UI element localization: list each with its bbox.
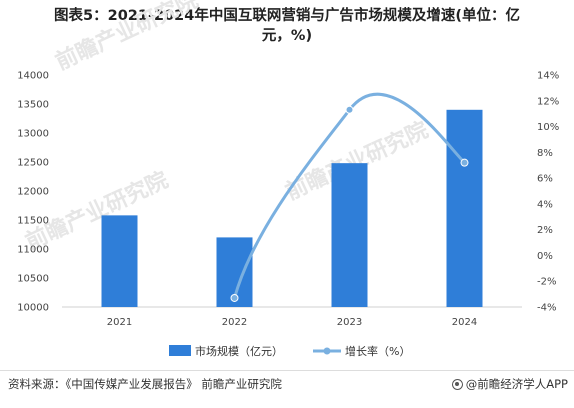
x-tick-label: 2022 xyxy=(222,317,247,328)
x-tick-label: 2024 xyxy=(452,317,477,328)
y-left-tick-label: 11000 xyxy=(17,245,49,256)
y-right-tick-label: 14% xyxy=(537,71,559,82)
y-left-tick-label: 12500 xyxy=(17,158,49,169)
bar xyxy=(331,163,368,307)
y-right-tick-label: -2% xyxy=(537,277,556,288)
y-left-tick-label: 13000 xyxy=(17,129,49,140)
chart-title: 图表5：2021-2024年中国互联网营销与广告市场规模及增速(单位：亿 元，%… xyxy=(0,6,574,46)
brand-credit: @前瞻经济学人APP xyxy=(451,376,568,392)
brand-logo-icon xyxy=(451,378,463,390)
chart-legend: 市场规模（亿元） 增长率（%） xyxy=(169,344,410,358)
source-note: 资料来源：《中国传媒产业发展报告》 前瞻产业研究院 xyxy=(8,377,282,391)
y-right-tick-label: 4% xyxy=(537,199,553,210)
chart-title-line-1: 图表5：2021-2024年中国互联网营销与广告市场规模及增速(单位：亿 xyxy=(54,8,520,24)
growth-rate-point xyxy=(460,158,469,167)
chart-title-line-2: 元，%) xyxy=(261,28,313,44)
x-tick-label: 2023 xyxy=(337,317,362,328)
y-right-tick-label: 0% xyxy=(537,251,553,262)
legend-swatch-marker xyxy=(323,347,331,355)
bar xyxy=(446,109,483,307)
legend-label-growth-rate: 增长率（%） xyxy=(345,344,410,358)
y-right-tick-label: 2% xyxy=(537,225,553,236)
y-left-tick-label: 14000 xyxy=(17,71,49,82)
y-right-tick-label: 6% xyxy=(537,174,553,185)
legend-label-market-size: 市场规模（亿元） xyxy=(195,344,283,358)
y-left-tick-label: 10000 xyxy=(17,303,49,314)
footer-divider xyxy=(0,370,574,371)
watermark-text: 前瞻产业研究院 xyxy=(22,167,173,256)
growth-rate-point xyxy=(345,105,354,114)
x-tick-label: 2021 xyxy=(107,317,132,328)
bar xyxy=(101,215,138,307)
plot-area: 10000 10500 11000 11500 12000 12500 13000 13500… xyxy=(17,71,559,329)
y-right-tick-label: 12% xyxy=(537,96,559,107)
y-right-tick-label: 8% xyxy=(537,148,553,159)
growth-rate-point xyxy=(230,293,239,302)
brand-credit-text: @前瞻经济学人APP xyxy=(465,377,568,391)
y-left-tick-label: 11500 xyxy=(17,216,49,227)
y-left-tick-label: 10500 xyxy=(17,274,49,285)
legend-swatch-bar xyxy=(169,345,191,356)
y-right-tick-label: -4% xyxy=(537,303,556,314)
watermark-text: 前瞻产业研究院 xyxy=(52,0,203,75)
y-right-tick-label: 10% xyxy=(537,122,559,133)
footer: 资料来源：《中国传媒产业发展报告》 前瞻产业研究院 @前瞻经济学人APP xyxy=(0,376,574,396)
y-left-tick-label: 12000 xyxy=(17,187,49,198)
y-left-tick-label: 13500 xyxy=(17,100,49,111)
